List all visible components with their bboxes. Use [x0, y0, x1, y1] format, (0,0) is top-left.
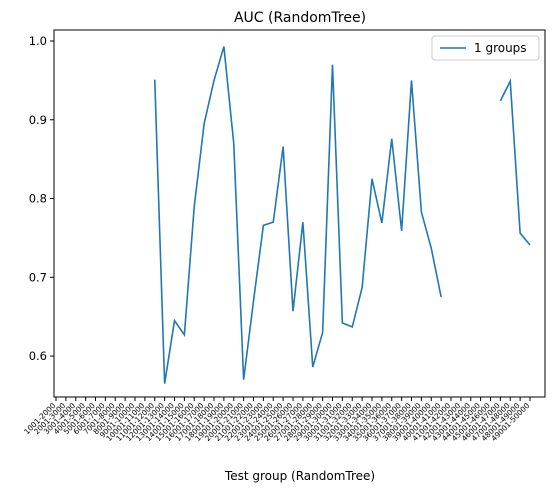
chart-title: AUC (RandomTree): [234, 10, 366, 26]
legend-box: [431, 35, 540, 61]
y-tick-label: 0.7: [29, 270, 47, 284]
line-series: [153, 46, 531, 384]
x-axis-label: Test group (RandomTree): [224, 469, 375, 483]
y-tick-label: 0.9: [29, 113, 47, 127]
y-tick-label: 0.8: [29, 192, 47, 206]
y-tick-label: 1.0: [29, 34, 47, 48]
legend-label: 1 groups: [474, 41, 527, 55]
plot-frame: [53, 29, 546, 398]
y-tick-label: 0.6: [29, 349, 47, 363]
